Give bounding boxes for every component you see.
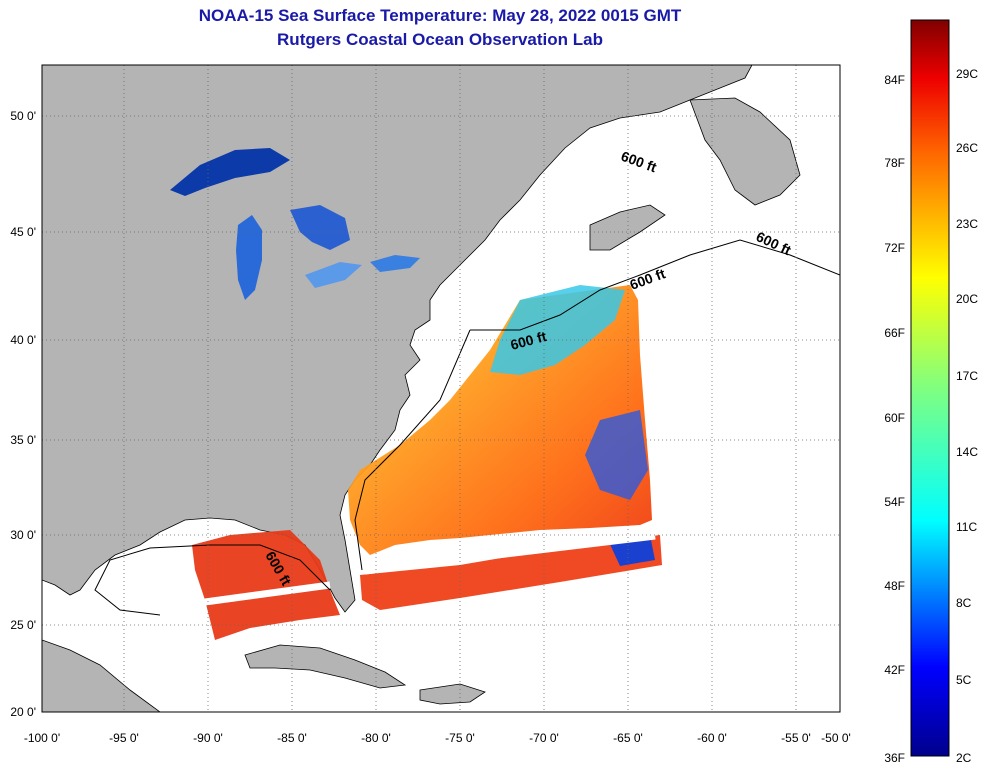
lon-tick-55: -55 0' (781, 731, 811, 745)
map-frame (41, 64, 841, 713)
lat-tick-35: 35 0' (10, 433, 36, 447)
sst-swath-south (360, 535, 662, 610)
lake-michigan (236, 215, 262, 300)
lon-tick-60: -60 0' (697, 731, 727, 745)
contour-600ft-north (470, 239, 840, 331)
lake-superior (170, 148, 290, 196)
cb-c-20: 20C (956, 292, 978, 306)
colorbar-f-labels: 84F 78F 72F 66F 60F 54F 48F 42F 36F (884, 73, 905, 765)
lat-tick-30: 30 0' (10, 528, 36, 542)
cb-f-84: 84F (884, 73, 905, 87)
sst-blue-patch (585, 410, 648, 500)
lake-ontario (370, 255, 420, 272)
map-subtitle: Rutgers Coastal Ocean Observation Lab (277, 30, 603, 49)
cb-c-11: 11C (956, 520, 977, 534)
lon-tick-80: -80 0' (361, 731, 391, 745)
hispaniola (419, 683, 486, 705)
cb-f-42: 42F (884, 663, 905, 677)
cb-f-36: 36F (884, 751, 905, 765)
colorbar-c-labels: 29C 26C 23C 20C 17C 14C 11C 8C 5C 2C (956, 67, 978, 765)
cb-f-60: 60F (884, 411, 905, 425)
cuba (244, 644, 407, 689)
nova-scotia (589, 204, 666, 251)
cb-f-78: 78F (884, 156, 905, 170)
lake-erie (305, 262, 362, 288)
contour-600ft-coast (354, 329, 471, 571)
lon-tick-70: -70 0' (529, 731, 559, 745)
cb-c-29: 29C (956, 67, 978, 81)
map-grid (42, 65, 840, 712)
cb-f-66: 66F (884, 326, 905, 340)
mexico-yucatan (42, 639, 161, 712)
scan-gap-atlantic (364, 530, 656, 575)
cb-c-17: 17C (956, 369, 978, 383)
cb-c-5: 5C (956, 673, 972, 687)
cb-f-48: 48F (884, 579, 905, 593)
lat-ticks: 50 0' 45 0' 40 0' 35 0' 30 0' 25 0' 20 0… (10, 109, 36, 719)
lon-tick-90: -90 0' (193, 731, 223, 745)
lon-ticks: -100 0' -95 0' -90 0' -85 0' -80 0' -75 … (24, 731, 851, 745)
lat-tick-40: 40 0' (10, 333, 36, 347)
land-mass (42, 65, 753, 613)
lon-tick-75: -75 0' (445, 731, 475, 745)
lat-tick-25: 25 0' (10, 618, 36, 632)
scan-gap-gulf (204, 581, 331, 606)
lat-tick-45: 45 0' (10, 225, 36, 239)
cb-c-26: 26C (956, 141, 978, 155)
sst-cool-patch (490, 285, 625, 375)
lon-tick-100: -100 0' (24, 731, 60, 745)
lon-tick-65: -65 0' (613, 731, 643, 745)
cb-f-72: 72F (884, 241, 905, 255)
contour-600ft-gulf (94, 544, 331, 616)
map-title: NOAA-15 Sea Surface Temperature: May 28,… (198, 6, 682, 25)
lon-tick-85: -85 0' (277, 731, 307, 745)
cb-c-23: 23C (956, 217, 978, 231)
lon-tick-95: -95 0' (109, 731, 139, 745)
cb-c-14: 14C (956, 445, 978, 459)
lake-huron (290, 205, 350, 250)
lat-tick-20: 20 0' (10, 705, 36, 719)
sst-swath-atlantic (348, 285, 652, 555)
lon-tick-50: -50 0' (821, 731, 851, 745)
cb-c-8: 8C (956, 596, 972, 610)
newfoundland (689, 97, 801, 206)
cb-c-2: 2C (956, 751, 972, 765)
cb-f-54: 54F (884, 495, 905, 509)
lat-tick-50: 50 0' (10, 109, 36, 123)
colorbar (910, 19, 950, 757)
sst-swath-gulf (192, 530, 340, 640)
